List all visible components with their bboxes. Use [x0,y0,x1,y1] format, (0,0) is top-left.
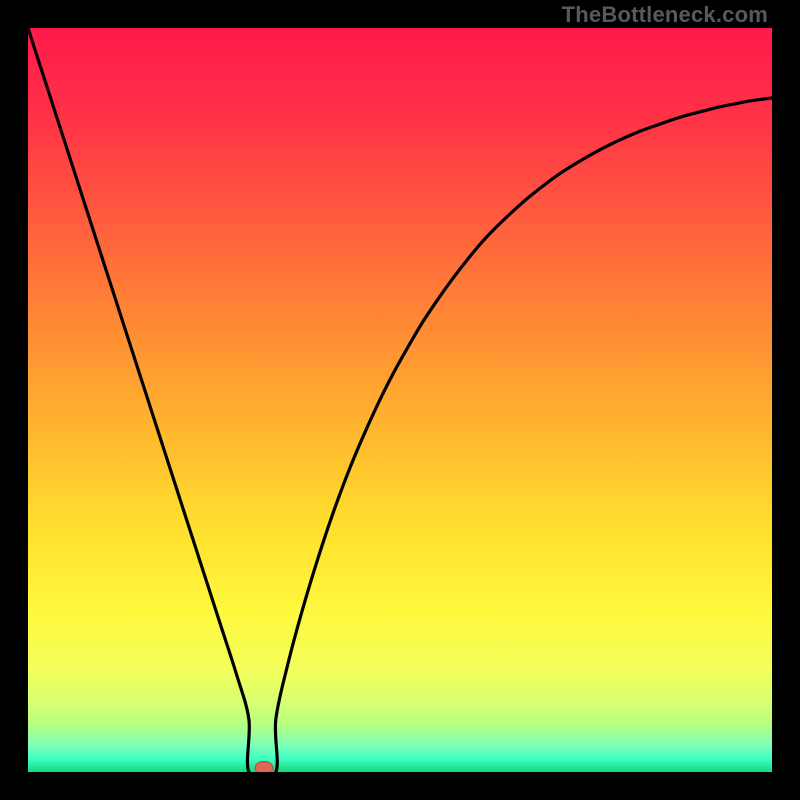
bottleneck-curve [28,28,772,772]
watermark-text: TheBottleneck.com [562,2,768,28]
plot-area [28,28,772,772]
optimum-marker [254,761,273,772]
chart-frame [0,0,800,800]
curve-path [28,28,772,772]
